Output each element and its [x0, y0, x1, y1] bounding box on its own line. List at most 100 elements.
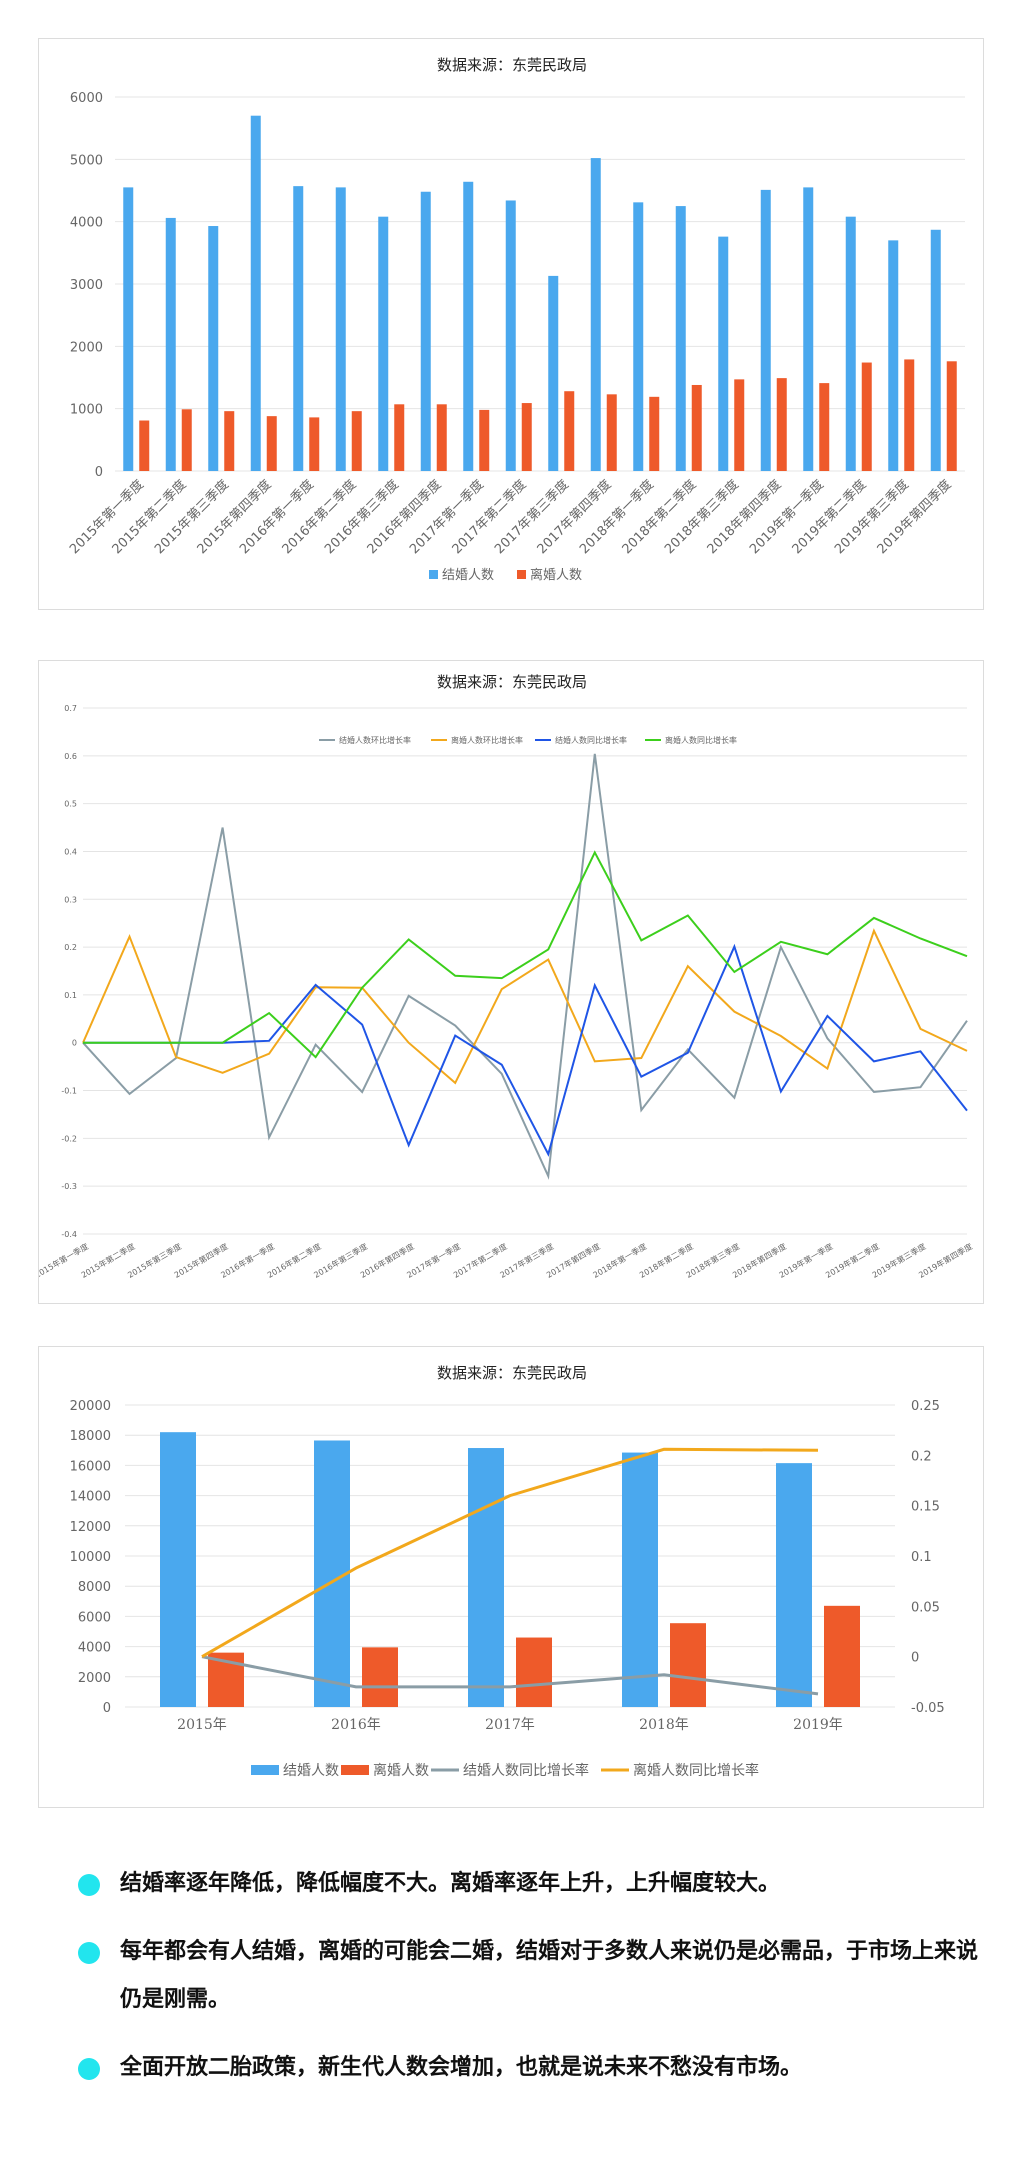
- y-tick-label: 0.3: [64, 895, 77, 904]
- bar-divorce: [266, 416, 277, 471]
- x-tick-label: 2019年第一季度: [746, 477, 827, 558]
- line-divorce-qoq: [82, 928, 968, 1085]
- line-marriage-qoq: [82, 753, 968, 1180]
- y-tick-label: 0.7: [64, 704, 77, 713]
- bar-marriage: [803, 187, 814, 471]
- bar-divorce: [824, 1605, 860, 1707]
- bar-marriage: [335, 187, 346, 471]
- x-tick-label: 2017年第三季度: [491, 477, 572, 558]
- x-tick-label: 2017年: [485, 1717, 535, 1733]
- y-tick-label: -0.1: [61, 1087, 77, 1096]
- y-tick-label-left: 10000: [70, 1550, 111, 1565]
- bar-marriage: [633, 202, 644, 472]
- bar-divorce: [564, 391, 575, 471]
- x-tick-label: 2019年: [793, 1717, 843, 1733]
- line-divorce-yoy: [83, 850, 968, 1059]
- bar-marriage: [123, 187, 134, 471]
- bar-marriage: [468, 1448, 504, 1707]
- bullet-dot-icon: [78, 1874, 100, 1896]
- bar-marriage: [160, 1432, 196, 1707]
- bar-marriage: [463, 181, 474, 472]
- bar-divorce: [362, 1647, 398, 1707]
- chart-title: 数据来源：东莞民政局: [437, 56, 587, 74]
- y-tick-label-left: 6000: [78, 1610, 111, 1625]
- legend-label: 离婚人数同比增长率: [633, 1762, 759, 1779]
- legend-swatch-divorce: [341, 1765, 369, 1775]
- bullet-dot-icon: [78, 1942, 100, 1964]
- bar-divorce: [819, 383, 830, 471]
- bar-marriage: [250, 115, 261, 471]
- bar-marriage: [622, 1452, 658, 1707]
- legend-swatch-marriage: [429, 570, 438, 579]
- y-tick-label: 0.5: [64, 800, 77, 809]
- y-tick-label-left: 16000: [70, 1459, 111, 1474]
- line-marriage-yoy: [201, 1655, 819, 1696]
- legend-label: 结婚人数: [283, 1763, 339, 1779]
- bar-marriage: [888, 240, 899, 471]
- y-tick-label-right: 0: [911, 1651, 919, 1666]
- legend-swatch-marriage: [251, 1765, 279, 1775]
- y-tick-label: -0.4: [61, 1230, 77, 1239]
- bar-divorce: [351, 411, 362, 471]
- chart-title: 数据来源：东莞民政局: [437, 1364, 587, 1382]
- line-chart-growth-panel: 数据来源：东莞民政局 -0.4 -0.3 -0.2 -0.1 0 0.1 0.2 0.3 0.4 0…: [38, 660, 984, 1304]
- y-tick-label-right: 0.15: [911, 1500, 940, 1515]
- line-chart-growth: 数据来源：东莞民政局 -0.4 -0.3 -0.2 -0.1 0 0.1 0.2 0.3 0.4 0…: [39, 673, 974, 1280]
- y-tick-label: 0: [72, 1039, 77, 1048]
- y-tick-label: 0.1: [64, 991, 77, 1000]
- chart-title: 数据来源：东莞民政局: [437, 673, 587, 691]
- combo-chart-annual: 数据来源：东莞民政局 0 2000 4000 6000 8000 10000 12000 140…: [70, 1364, 945, 1779]
- bar-marriage: [776, 1463, 812, 1707]
- bullet-dot-icon: [78, 2058, 100, 2080]
- notes-list: 结婚率逐年降低，降低幅度不大。离婚率逐年上升，上升幅度较大。 每年都会有人结婚，…: [78, 1860, 978, 2112]
- x-tick-label: 2017年第一季度: [406, 477, 487, 558]
- note-item-2: 每年都会有人结婚，离婚的可能会二婚，结婚对于多数人来说仍是必需品，于市场上来说仍…: [78, 1928, 978, 2024]
- y-tick-label-right: 0.25: [911, 1399, 940, 1414]
- x-tick-label: 2018年第一季度: [576, 477, 657, 558]
- note-text: 全面开放二胎政策，新生代人数会增加，也就是说未来不愁没有市场。: [120, 2055, 803, 2080]
- legend-label: 离婚人数: [373, 1762, 429, 1779]
- x-tick-label: 2018年第三季度: [661, 477, 742, 558]
- y-tick-label: 0.2: [64, 943, 77, 952]
- x-tick-label: 2018年: [639, 1717, 689, 1733]
- bar-marriage: [420, 191, 431, 471]
- legend-swatch-divorce: [517, 570, 526, 579]
- y-tick-label-left: 14000: [70, 1490, 111, 1505]
- bar-marriage: [165, 217, 176, 471]
- y-tick-label: 3000: [70, 278, 103, 293]
- x-tick-label: 2017年第四季度: [534, 477, 615, 558]
- y-tick-label-left: 4000: [78, 1641, 111, 1656]
- x-tick-label: 2016年第四季度: [364, 477, 445, 558]
- y-tick-label: 2000: [70, 340, 103, 355]
- legend-label: 离婚人数环比增长率: [451, 735, 523, 745]
- y-tick-label-left: 0: [103, 1701, 111, 1716]
- y-tick-label: -0.2: [61, 1134, 77, 1143]
- note-item-1: 结婚率逐年降低，降低幅度不大。离婚率逐年上升，上升幅度较大。: [78, 1860, 978, 1908]
- y-tick-label: 0.4: [64, 847, 77, 856]
- y-tick-label: 0.6: [64, 752, 77, 761]
- x-tick-label: 2018年第四季度: [704, 477, 785, 558]
- bar-marriage: [293, 186, 304, 472]
- x-tick-label: 2017年第二季度: [449, 477, 530, 558]
- note-text: 每年都会有人结婚，离婚的可能会二婚，结婚对于多数人来说仍是必需品，于市场上来说仍…: [120, 1939, 979, 2012]
- y-tick-label-left: 12000: [70, 1520, 111, 1535]
- bar-marriage: [930, 229, 941, 471]
- y-tick-label: -0.3: [61, 1182, 77, 1191]
- y-tick-label-left: 2000: [78, 1671, 111, 1686]
- bar-divorce: [436, 404, 447, 471]
- legend-label: 结婚人数同比增长率: [555, 735, 627, 745]
- note-item-3: 全面开放二胎政策，新生代人数会增加，也就是说未来不愁没有市场。: [78, 2044, 978, 2092]
- legend-label: 离婚人数同比增长率: [665, 735, 737, 745]
- bar-marriage: [718, 236, 729, 471]
- bar-divorce: [139, 420, 150, 471]
- note-text: 结婚率逐年降低，降低幅度不大。离婚率逐年上升，上升幅度较大。: [120, 1871, 781, 1896]
- bar-divorce: [606, 394, 617, 471]
- bar-divorce: [479, 409, 490, 471]
- x-tick-label: 2016年第一季度: [236, 477, 317, 558]
- x-tick-label: 2015年: [177, 1717, 227, 1733]
- y-tick-label-right: 0.05: [911, 1600, 940, 1615]
- y-tick-label-left: 20000: [70, 1399, 111, 1414]
- bar-marriage: [548, 275, 559, 471]
- bar-divorce: [309, 417, 320, 471]
- bar-divorce: [946, 361, 957, 471]
